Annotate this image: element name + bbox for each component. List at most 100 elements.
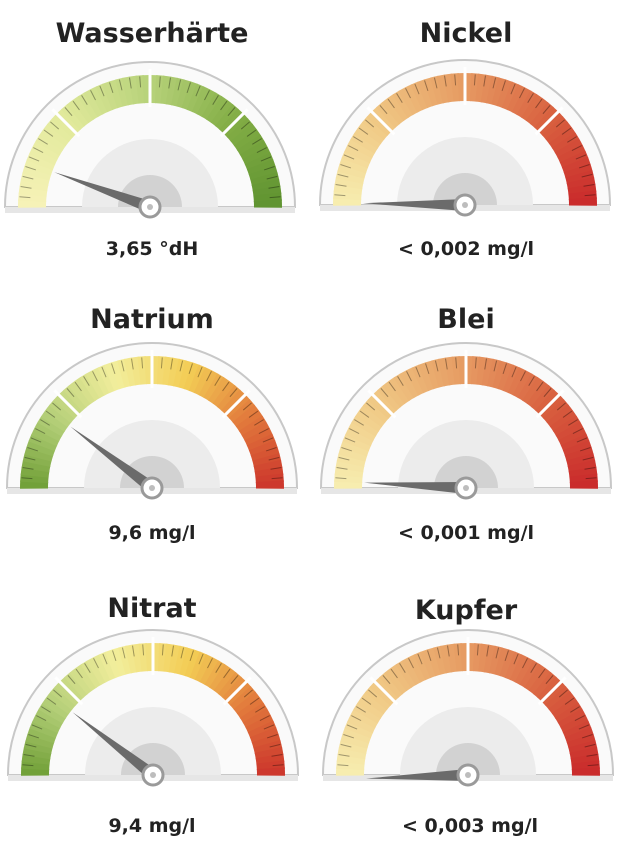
gauge-tick: [558, 689, 568, 698]
gauge-band: [357, 121, 385, 145]
gauge-band: [45, 691, 73, 715]
gauge-band: [226, 681, 252, 706]
gauge-band: [381, 97, 405, 125]
gauge-band: [95, 83, 114, 113]
gauge-tick: [102, 653, 108, 665]
gauge-band: [135, 75, 146, 104]
gauge-band: [554, 702, 583, 724]
gauge-band: [233, 128, 262, 151]
gauge-reading: < 0,001 mg/l: [398, 522, 534, 544]
gauge-band: [22, 746, 52, 760]
gauge-band: [37, 415, 66, 437]
gauge-tick: [545, 675, 554, 685]
gauge-tick: [586, 754, 598, 757]
gauge-tick: [243, 689, 253, 698]
gauge-tick: [222, 381, 230, 392]
gauge-band: [253, 740, 283, 754]
gauge-tick: [572, 428, 583, 434]
gauge-needle: [72, 712, 157, 780]
gauge-tick: [160, 357, 163, 369]
gauge-divider: [537, 676, 567, 706]
gauge-band: [91, 367, 111, 396]
gauge-tick: [433, 77, 438, 89]
gauge-divider: [369, 676, 399, 706]
gauge-band: [250, 446, 280, 462]
gauge-band: [238, 415, 267, 437]
gauge-tick: [260, 156, 272, 162]
gauge-tick: [256, 147, 267, 153]
gauge-tick: [520, 371, 526, 382]
gauge-band: [374, 676, 399, 702]
gauge-divider: [535, 389, 565, 419]
gauge-tick: [338, 456, 350, 461]
gauge-tick: [396, 93, 403, 103]
gauge-tick: [476, 644, 479, 656]
gauge-tick: [248, 410, 259, 418]
gauge-tick: [356, 706, 366, 713]
gauge-tick: [574, 715, 585, 721]
gauge-band: [191, 86, 211, 115]
gauge-tick: [204, 90, 210, 101]
gauge-reading: < 0,002 mg/l: [398, 238, 534, 260]
gauge-tick: [263, 724, 275, 730]
gauge-band: [80, 660, 102, 689]
gauge-tick: [571, 145, 582, 151]
gauge-band: [137, 356, 148, 385]
gauge-tick: [158, 76, 161, 88]
gauge-tick: [240, 121, 250, 130]
gauge-tick: [562, 410, 573, 418]
gauge-band: [426, 647, 442, 677]
gauge-band: [246, 433, 276, 452]
gauge-title: Blei: [437, 304, 494, 335]
gauge-tick: [351, 715, 362, 721]
gauge-band: [105, 649, 122, 679]
gauge-tick: [72, 100, 80, 111]
gauge-band: [364, 686, 392, 710]
gauge-tick: [198, 653, 204, 665]
gauge-band: [546, 404, 574, 428]
gauge-band: [423, 77, 439, 107]
gauge-band: [249, 727, 279, 744]
gauge-band: [563, 163, 593, 179]
gauge-band: [58, 389, 83, 415]
gauge-band: [49, 686, 77, 710]
gauge-tick: [262, 437, 274, 443]
gauge-tick: [142, 644, 145, 656]
gauge-band: [225, 394, 251, 419]
gauge-band: [53, 394, 79, 419]
gauge-tick: [246, 129, 257, 137]
gauge-band: [417, 79, 434, 109]
gauge-tick: [397, 376, 404, 386]
gauge-band: [548, 691, 576, 715]
gauge-tick: [230, 675, 239, 685]
gauge-band: [541, 116, 569, 140]
gauge-tick: [215, 663, 222, 673]
gauge-tick: [271, 754, 283, 757]
gauge-tick: [197, 366, 203, 378]
gauge-band: [334, 176, 364, 190]
gauge-band: [198, 370, 219, 399]
gauge-tick: [581, 734, 593, 739]
gauge-tick: [527, 93, 534, 103]
gauge-band: [79, 373, 101, 402]
gauge-band: [512, 370, 533, 399]
gauge-band: [85, 370, 106, 399]
gauge-tick: [535, 98, 543, 109]
gauge-tick: [90, 90, 96, 101]
gauge-hub-shade: [433, 173, 497, 205]
gauge-band: [178, 360, 194, 390]
gauge-band: [92, 654, 112, 683]
gauge-band: [32, 140, 61, 161]
gauge-band: [86, 657, 107, 686]
gauge-tick: [120, 360, 125, 372]
gauge-band: [32, 714, 61, 734]
gauge-band: [552, 415, 581, 437]
gauge-band: [28, 433, 58, 452]
gauge-band: [23, 740, 53, 754]
gauge-band: [559, 150, 589, 169]
gauge-band: [386, 93, 409, 122]
gauge-band: [336, 753, 366, 765]
gauge-tick: [109, 82, 114, 94]
gauge-band: [534, 106, 559, 132]
gauge-band: [501, 81, 520, 111]
